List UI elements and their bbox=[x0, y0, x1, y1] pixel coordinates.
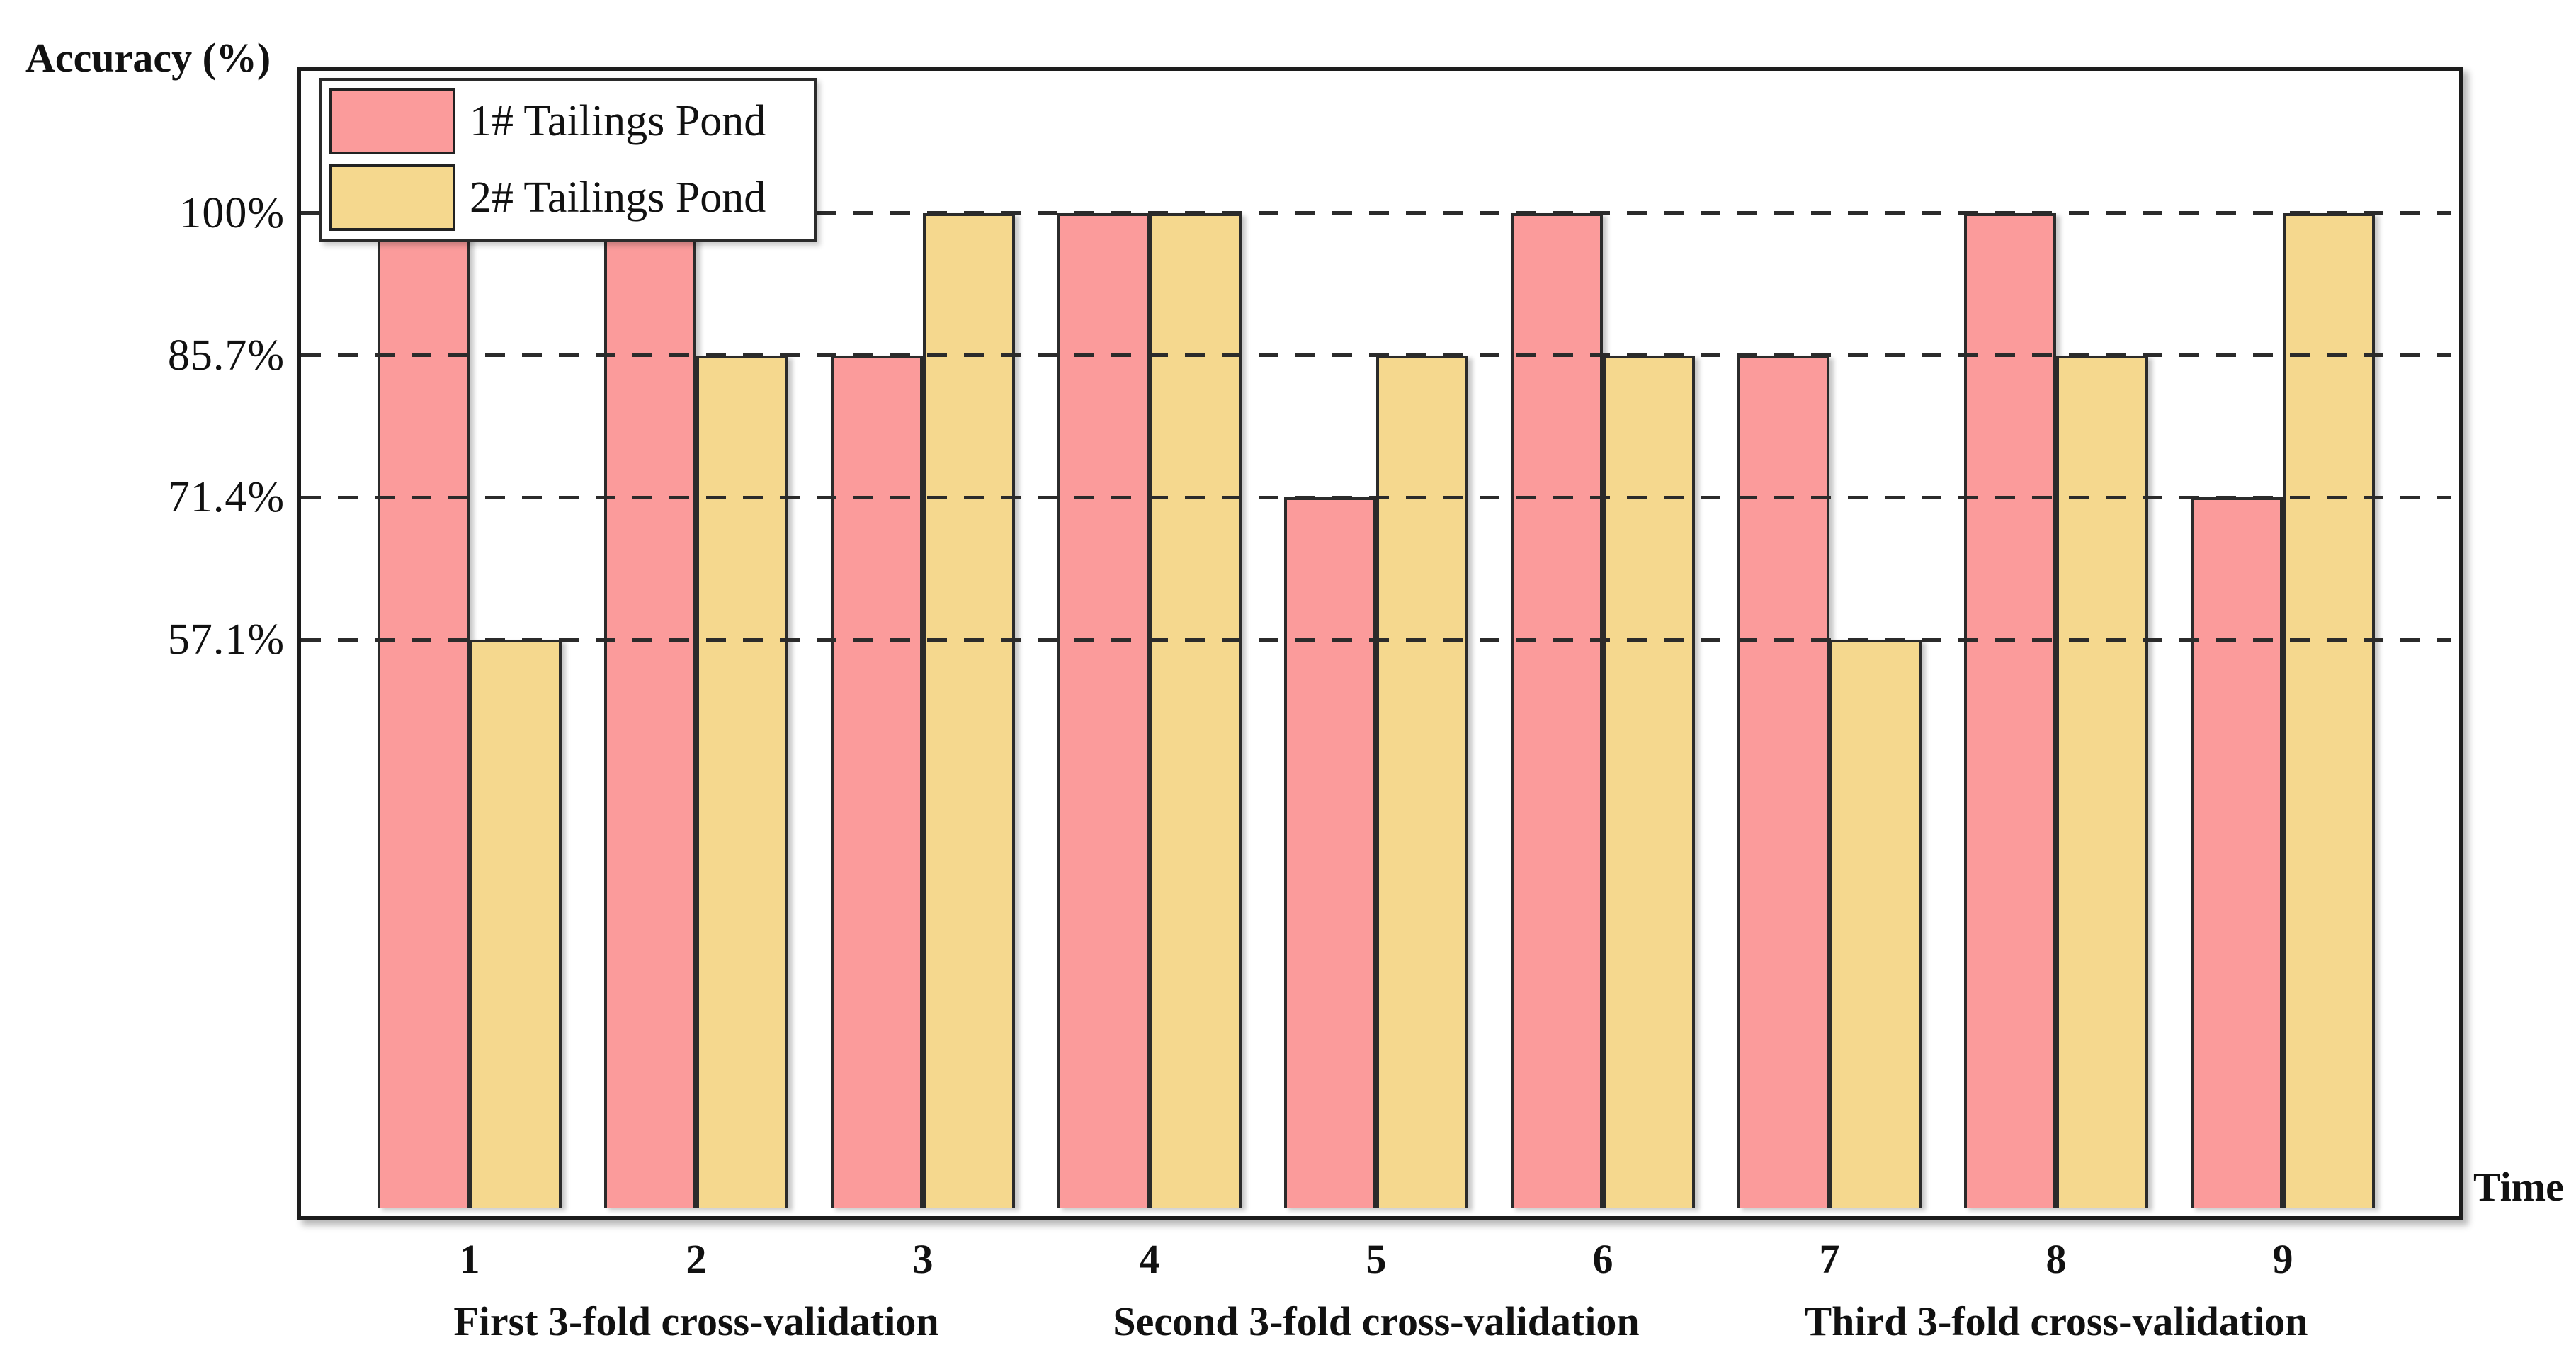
bar-series2-time6 bbox=[1603, 355, 1695, 1208]
y-tick-label: 85.7% bbox=[167, 331, 285, 380]
bar-series1-time9 bbox=[2191, 497, 2283, 1208]
bar-series2-time4 bbox=[1150, 212, 1242, 1208]
y-tick-label: 71.4% bbox=[167, 473, 285, 522]
plot-area: 1# Tailings Pond 2# Tailings Pond bbox=[297, 67, 2463, 1220]
legend-swatch-2 bbox=[329, 164, 455, 231]
x-tick-label: 7 bbox=[1819, 1236, 1840, 1282]
x-axis-title: Time bbox=[2473, 1164, 2564, 1210]
group-label: Second 3-fold cross-validation bbox=[1113, 1298, 1640, 1344]
x-tick-label: 1 bbox=[459, 1236, 480, 1282]
gridline-100% bbox=[301, 211, 2451, 215]
x-tick-label: 6 bbox=[1592, 1236, 1613, 1282]
legend-row-1: 1# Tailings Pond bbox=[329, 88, 805, 154]
plot-inner-layer: 1# Tailings Pond 2# Tailings Pond bbox=[301, 71, 2451, 1208]
bar-series1-time3 bbox=[831, 355, 923, 1208]
gridline-85.7% bbox=[301, 353, 2451, 358]
x-tick-label: 4 bbox=[1139, 1236, 1160, 1282]
group-label: Third 3-fold cross-validation bbox=[1804, 1298, 2308, 1344]
bar-series1-time2 bbox=[604, 212, 696, 1208]
bar-series1-time5 bbox=[1284, 497, 1376, 1208]
legend-swatch-1 bbox=[329, 88, 455, 154]
bar-series2-time3 bbox=[923, 212, 1015, 1208]
x-tick-label: 5 bbox=[1366, 1236, 1387, 1282]
bar-series1-time8 bbox=[1964, 212, 2056, 1208]
y-tick-label: 57.1% bbox=[167, 616, 285, 664]
bar-series2-time2 bbox=[696, 355, 788, 1208]
gridline-71.4% bbox=[301, 495, 2451, 499]
legend-row-2: 2# Tailings Pond bbox=[329, 164, 805, 231]
bar-series2-time1 bbox=[470, 640, 562, 1208]
gridline-57.1% bbox=[301, 637, 2451, 642]
bar-series2-time9 bbox=[2283, 212, 2375, 1208]
x-tick-label: 8 bbox=[2046, 1236, 2067, 1282]
legend-label-2: 2# Tailings Pond bbox=[470, 173, 766, 222]
bar-series2-time5 bbox=[1376, 355, 1468, 1208]
bar-series1-time7 bbox=[1737, 355, 1829, 1208]
bar-series1-time4 bbox=[1057, 212, 1150, 1208]
y-axis-title: Accuracy (%) bbox=[25, 35, 271, 81]
bar-series1-time6 bbox=[1511, 212, 1603, 1208]
x-tick-label: 3 bbox=[912, 1236, 934, 1282]
bar-series1-time1 bbox=[378, 212, 470, 1208]
group-label: First 3-fold cross-validation bbox=[453, 1298, 939, 1344]
bar-series2-time7 bbox=[1829, 640, 1922, 1208]
legend-label-1: 1# Tailings Pond bbox=[470, 96, 766, 145]
bar-series2-time8 bbox=[2056, 355, 2148, 1208]
y-tick-label: 100% bbox=[179, 188, 285, 237]
x-tick-label: 9 bbox=[2272, 1236, 2293, 1282]
x-tick-label: 2 bbox=[686, 1236, 707, 1282]
legend: 1# Tailings Pond 2# Tailings Pond bbox=[319, 78, 817, 242]
